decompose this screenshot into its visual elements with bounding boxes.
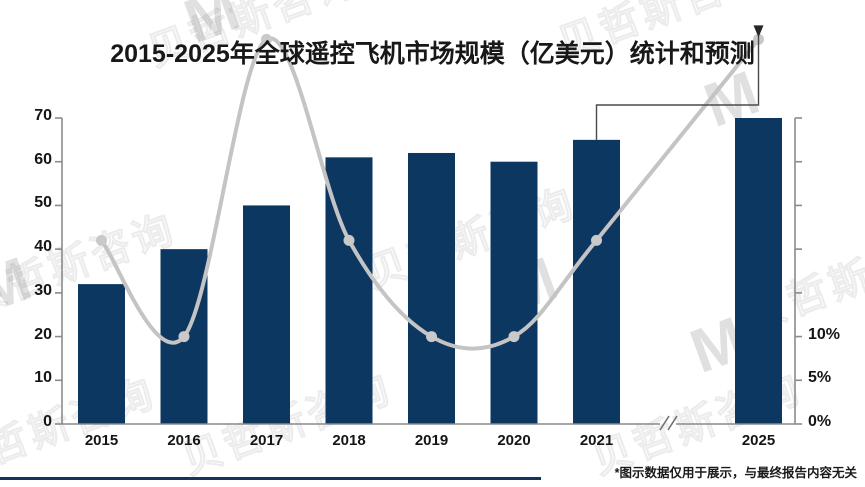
annotation-bracket xyxy=(595,27,760,140)
y-axis-left-label-0: 0 xyxy=(43,413,52,430)
y-axis-left-label-50: 50 xyxy=(34,194,52,212)
bar-2017 xyxy=(243,205,290,424)
y-axis-left-label-10: 10 xyxy=(34,369,52,387)
x-axis-label-2018: 2018 xyxy=(332,432,366,449)
annotation-arrow xyxy=(595,25,764,140)
x-axis-label-2021: 2021 xyxy=(579,432,614,449)
y-axis-right-label-5pct: 5% xyxy=(808,369,832,387)
y-axis-left-label-60: 60 xyxy=(34,150,52,168)
x-axis-label-2017: 2017 xyxy=(249,432,284,449)
axes xyxy=(55,117,802,431)
line-series xyxy=(96,33,764,351)
y-axis-left-label-30: 30 xyxy=(34,281,52,299)
bottom-rule xyxy=(0,477,541,480)
line-marker-2019 xyxy=(426,331,437,343)
axis-break-mark xyxy=(667,415,678,431)
bar-2025 xyxy=(735,118,782,424)
line-marker-2020 xyxy=(508,331,520,343)
y-axis-left-label-70: 70 xyxy=(34,107,52,124)
line-marker-2018 xyxy=(343,234,355,246)
chart-title: 2015-2025年全球遥控飞机市场规模（亿美元）统计和预测 xyxy=(110,40,755,68)
bar-2019 xyxy=(408,152,455,424)
line-marker-2017 xyxy=(261,33,272,45)
y-axis-left-label-20: 20 xyxy=(34,325,52,343)
bar-2020 xyxy=(490,161,538,424)
line-marker-2016 xyxy=(178,331,190,343)
x-axis-label-2019: 2019 xyxy=(414,432,449,449)
y-axis-right-label-0pct: 0% xyxy=(808,413,832,430)
footnote: *图示数据仅用于展示，与最终报告内容无关 xyxy=(614,466,857,480)
axis-break-mark xyxy=(659,415,670,431)
x-axis-label-2016: 2016 xyxy=(167,432,201,449)
line-marker-2021 xyxy=(591,234,602,246)
bar-2021 xyxy=(573,139,620,424)
annotation-arrowhead xyxy=(753,25,764,38)
x-axis-label-2025: 2025 xyxy=(741,432,776,449)
line-marker-2015 xyxy=(96,234,107,246)
bar-series xyxy=(78,118,782,425)
x-axis-label-2020: 2020 xyxy=(497,432,531,449)
y-axis-left-label-40: 40 xyxy=(34,238,52,256)
x-axis-label-2015: 2015 xyxy=(84,432,119,449)
bar-2015 xyxy=(78,284,125,424)
y-axis-right-label-10pct: 10% xyxy=(808,325,841,343)
